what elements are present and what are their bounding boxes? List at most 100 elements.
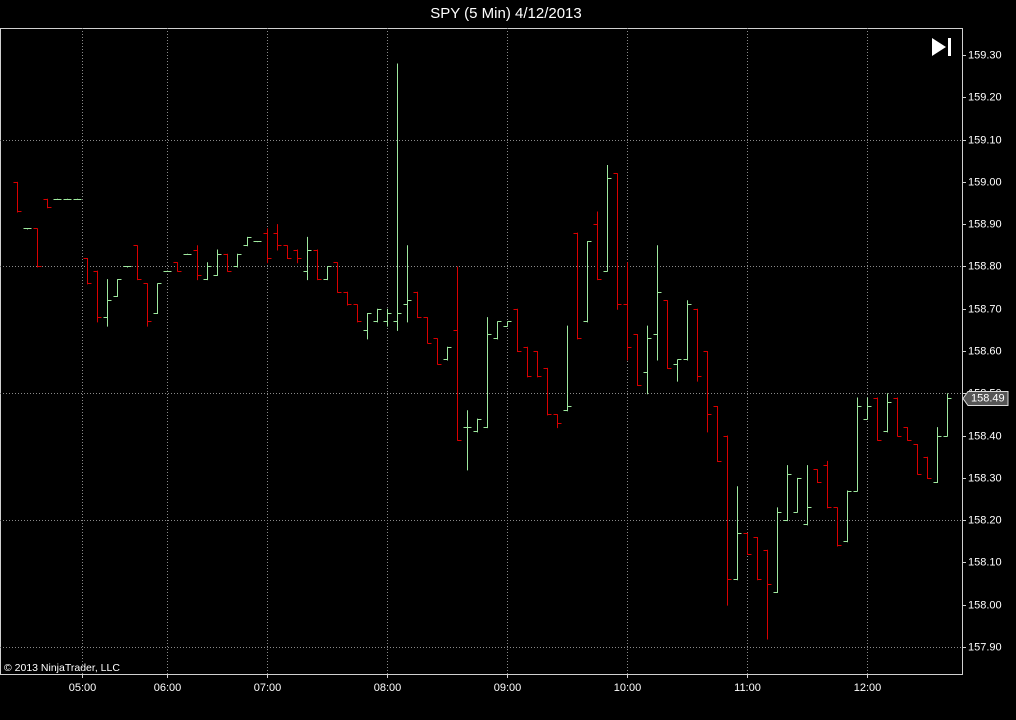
ohlc-bar: [113, 279, 122, 298]
ohlc-bar: [213, 249, 222, 276]
y-tick-label: 158.90: [968, 218, 1002, 230]
ohlc-bar: [383, 308, 392, 327]
ohlc-bar: [433, 338, 442, 365]
ohlc-bar: [863, 397, 872, 420]
ohlc-bar: [63, 198, 72, 200]
ohlc-bar: [303, 236, 312, 281]
ohlc-bar: [153, 283, 162, 314]
copyright: © 2013 NinjaTrader, LLC: [4, 662, 120, 674]
ohlc-bar: [33, 228, 42, 268]
last-price-box: [962, 391, 1009, 406]
ohlc-bar: [603, 164, 612, 272]
ohlc-bar: [173, 262, 182, 272]
ohlc-bar: [513, 308, 522, 352]
ohlc-bar: [933, 427, 942, 484]
ohlc-bar: [253, 241, 262, 243]
ohlc-bar: [343, 291, 352, 306]
ohlc-bar: [903, 427, 912, 441]
y-tick-label: 158.00: [968, 599, 1002, 611]
ohlc-bar: [13, 181, 22, 213]
ohlc-bar: [533, 351, 542, 378]
x-tick-label: 11:00: [734, 682, 761, 694]
ohlc-bar: [273, 224, 282, 251]
ohlc-bar: [333, 262, 342, 293]
y-tick-label: 158.10: [968, 556, 1002, 568]
ohlc-bar: [123, 266, 132, 268]
ohlc-bar: [913, 444, 922, 475]
x-tick-label: 12:00: [854, 682, 882, 694]
chart-title: SPY (5 Min) 4/12/2013: [430, 5, 581, 22]
y-tick-label: 158.20: [968, 514, 1002, 526]
x-tick-label: 09:00: [494, 682, 522, 694]
ohlc-bar: [703, 351, 712, 433]
ohlc-bar: [723, 435, 732, 606]
ohlc-bar: [83, 257, 92, 285]
ohlc-bar: [743, 532, 752, 555]
x-tick-label: 05:00: [69, 682, 97, 694]
ohlc-bar: [373, 308, 382, 323]
ohlc-bar: [223, 253, 232, 272]
ohlc-bar: [663, 300, 672, 369]
ohlc-bar: [543, 367, 552, 416]
ohlc-bar: [653, 245, 662, 361]
ohlc-bar: [243, 236, 252, 247]
ohlc-bar: [523, 346, 532, 378]
ohlc-bar: [483, 317, 492, 429]
ohlc-bar: [643, 325, 652, 395]
ohlc-bar: [453, 266, 462, 441]
ohlc-bar: [783, 465, 792, 522]
ohlc-bar: [413, 291, 422, 319]
ohlc-bar: [683, 300, 692, 361]
ohlc-bar: [463, 410, 472, 471]
ohlc-bar: [793, 477, 802, 513]
ohlc-bar: [893, 397, 902, 437]
play-icon[interactable]: [932, 38, 946, 56]
ohlc-bar: [493, 321, 502, 340]
ohlc-bar: [503, 321, 512, 327]
ohlc-bar: [283, 245, 292, 259]
ohlc-bar: [923, 456, 932, 479]
y-tick-label: 159.00: [968, 176, 1002, 188]
ohlc-bar: [353, 304, 362, 323]
ohlc-bar: [233, 253, 242, 268]
ohlc-bar: [53, 198, 62, 200]
go-to-end-button[interactable]: [932, 38, 951, 56]
ohlc-bar: [753, 537, 762, 581]
y-tick-label: 157.90: [968, 641, 1002, 653]
plot-frame: [0, 28, 963, 675]
ohlc-bar: [813, 469, 822, 484]
ohlc-bar: [803, 465, 812, 526]
ohlc-bar: [43, 198, 52, 209]
ohlc-bar: [143, 283, 152, 327]
ohlc-bar: [693, 308, 702, 382]
ohlc-bar: [443, 346, 452, 361]
ohlc-bar: [883, 393, 892, 433]
ohlc-bar: [73, 198, 82, 200]
end-bar-icon[interactable]: [948, 38, 951, 56]
y-tick-label: 159.10: [968, 134, 1002, 146]
ohlc-bar: [423, 317, 432, 344]
ohlc-bar: [823, 460, 832, 509]
y-tick-label: 158.40: [968, 430, 1002, 442]
ohlc-bar: [263, 228, 272, 264]
y-tick-label: 159.20: [968, 91, 1002, 103]
ohlc-bar: [673, 359, 682, 382]
ohlc-bar: [163, 270, 172, 272]
y-tick-label: 158.70: [968, 303, 1002, 315]
x-tick-label: 08:00: [374, 682, 402, 694]
ohlc-bar: [323, 266, 332, 281]
y-tick-label: 158.30: [968, 472, 1002, 484]
ohlc-bar: [633, 334, 642, 386]
ohlc-bar: [613, 173, 622, 310]
ohlc-bar: [133, 245, 142, 281]
ohlc-bar: [363, 312, 372, 340]
ohlc-bar: [293, 249, 302, 264]
ohlc-bar: [403, 245, 412, 323]
ohlc-bar: [873, 397, 882, 441]
ohlc-bar: [593, 211, 602, 281]
ohlc-bar: [713, 405, 722, 462]
ohlc-bar: [553, 414, 562, 429]
ohlc-bar: [833, 507, 842, 547]
ohlc-bar: [763, 549, 772, 640]
